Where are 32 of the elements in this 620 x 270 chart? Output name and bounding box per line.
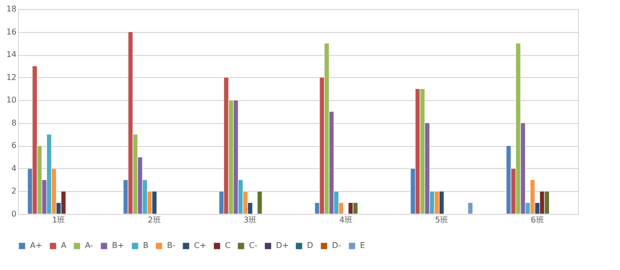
x-tick-label: 6班 bbox=[530, 216, 544, 224]
y-tick-label: 8 bbox=[11, 118, 16, 128]
y-tick-label: 2 bbox=[11, 186, 16, 196]
legend-label: A+ bbox=[30, 241, 42, 250]
x-tick-label: 5班 bbox=[435, 216, 448, 224]
legend-label: D+ bbox=[276, 241, 289, 250]
bar bbox=[468, 202, 473, 214]
legend-label: C+ bbox=[194, 241, 206, 250]
y-tick-label: 4 bbox=[11, 164, 16, 173]
legend-label: B+ bbox=[112, 241, 124, 250]
x-tick-label: 1班 bbox=[52, 216, 66, 224]
x-tick-label: 2班 bbox=[148, 216, 161, 224]
legend-label: A bbox=[61, 241, 67, 250]
x-tick-label: 3班 bbox=[244, 216, 257, 224]
legend-label: D- bbox=[332, 241, 342, 250]
legend-label: D bbox=[307, 241, 314, 250]
x-tick-label: 4班 bbox=[339, 216, 352, 224]
legend-label: B- bbox=[167, 241, 176, 250]
legend-label: B bbox=[143, 241, 148, 250]
bar bbox=[257, 190, 262, 214]
y-tick-label: 10 bbox=[6, 96, 16, 105]
y-tick-label: 12 bbox=[6, 72, 16, 82]
legend-label: C bbox=[225, 241, 231, 250]
bar bbox=[506, 145, 512, 214]
legend-label: E bbox=[360, 241, 366, 250]
y-tick-label: 6 bbox=[11, 141, 16, 150]
legend-label: A- bbox=[85, 241, 94, 250]
y-tick-label: 18 bbox=[6, 4, 16, 14]
y-tick-label: 0 bbox=[11, 210, 16, 218]
legend-label: C- bbox=[249, 241, 258, 250]
y-tick-label: 14 bbox=[6, 50, 16, 60]
y-tick-label: 16 bbox=[6, 27, 16, 36]
